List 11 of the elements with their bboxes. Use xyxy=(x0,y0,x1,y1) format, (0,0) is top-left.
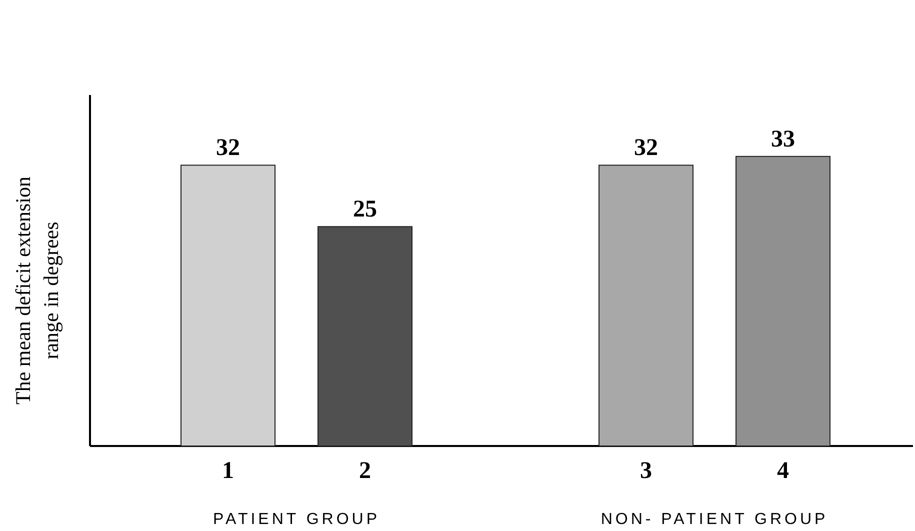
data-label: 33 xyxy=(771,126,795,152)
data-label: 32 xyxy=(634,135,658,162)
text: NON- PATIENT GROUP xyxy=(600,511,828,528)
data-label: 25 xyxy=(353,196,377,223)
y-axis-title: The mean deficit extension range in degrees xyxy=(11,176,63,404)
x-tick-label: 4 xyxy=(777,458,789,484)
x-tick-label: 3 xyxy=(640,458,652,484)
text: PATIENT GROUP xyxy=(212,511,380,528)
x-tick-label: 1 xyxy=(222,458,234,484)
x-tick-label: 2 xyxy=(359,458,371,484)
data-label: 32 xyxy=(216,135,240,162)
